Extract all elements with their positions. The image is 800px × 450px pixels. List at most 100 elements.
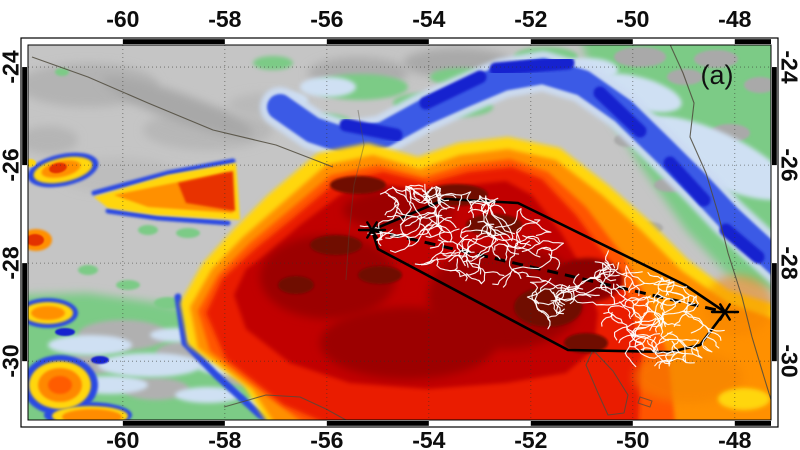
lightning-flash-trace	[652, 315, 665, 328]
lightning-flash-trace	[654, 332, 687, 367]
frame-tick-band	[734, 421, 771, 426]
frame-inner-rect	[27, 44, 772, 421]
longitude-tick-label-bottom: -54	[412, 427, 446, 450]
lightning-flash-trace	[448, 254, 467, 262]
cloud-blob	[310, 235, 362, 255]
satellite-brightness-field	[28, 45, 771, 420]
lightning-flash-trace	[407, 234, 422, 247]
lightning-flash-trace	[425, 231, 446, 239]
cloud-band	[663, 156, 711, 207]
cloud-blob	[49, 162, 67, 174]
cloud-blob	[694, 50, 738, 68]
lightning-flash-trace	[435, 215, 443, 231]
cloud-blob	[116, 280, 140, 290]
lightning-flash-trace	[682, 310, 713, 353]
longitude-tick-label-top: -54	[412, 6, 446, 32]
asterisk-marker	[719, 303, 731, 321]
border-line	[345, 109, 365, 281]
lightning-flash-trace	[479, 195, 499, 201]
lightning-flash-trace	[419, 222, 437, 233]
lightning-flash-trace	[461, 239, 471, 253]
lightning-flash-trace	[654, 316, 660, 333]
graticule-grid	[28, 45, 771, 420]
lightning-flash-trace	[480, 223, 495, 235]
lightning-flash-trace	[640, 346, 703, 359]
lightning-flash-trace	[406, 186, 431, 204]
country-borders-coastline	[31, 45, 771, 420]
lightning-flash-trace	[540, 277, 552, 292]
lightning-flash-trace	[454, 249, 475, 254]
lightning-flash-trace	[603, 311, 659, 352]
lightning-flash-trace	[492, 229, 511, 239]
cloud-blob	[320, 307, 496, 379]
cloud-blob	[614, 47, 666, 67]
lightning-flash-trace	[682, 341, 699, 352]
frame-tick-band	[772, 263, 777, 362]
lightning-flash-trace	[666, 284, 688, 288]
latitude-tick-label-left: -26	[0, 148, 24, 182]
lightning-flash-trace	[469, 200, 490, 207]
frame-tick-band	[22, 67, 27, 166]
longitude-tick-label-bottom: -48	[718, 427, 752, 450]
storm-track-line	[371, 228, 726, 314]
cloud-blob	[62, 409, 122, 420]
border-line	[637, 396, 653, 408]
lightning-flash-trace	[490, 244, 501, 260]
cloud-blob	[31, 306, 65, 320]
cloud-blob	[28, 159, 36, 167]
lightning-flash-trace	[677, 339, 700, 342]
longitude-tick-label-top: -50	[616, 6, 650, 32]
longitude-tick-label-bottom: -60	[106, 427, 140, 450]
lightning-flash-trace	[601, 262, 634, 290]
lightning-flash-trace	[419, 222, 432, 237]
cloud-blob	[78, 265, 98, 275]
cloud-blob	[564, 333, 608, 353]
latitude-tick-label-right: -30	[776, 344, 800, 378]
lightning-flash-trace	[490, 204, 506, 214]
latitude-tick-label-right: -24	[776, 50, 800, 84]
lightning-flash-trace	[665, 281, 675, 296]
lightning-flash-trace	[554, 298, 561, 314]
cloud-blob	[358, 266, 402, 284]
longitude-tick-label-bottom: -56	[310, 427, 344, 450]
lightning-flash-trace	[707, 328, 722, 341]
lightning-flash-trace	[541, 246, 553, 258]
cloud-blob	[260, 235, 396, 319]
cloud-band	[719, 223, 765, 264]
lightning-flash-trace	[522, 235, 541, 245]
lightning-flash-trace	[610, 288, 616, 305]
cloud-blob	[253, 56, 293, 70]
flash-convex-hull-outline	[370, 197, 727, 354]
asterisk-marker	[366, 221, 378, 239]
longitude-tick-label-bottom: -50	[616, 427, 650, 450]
lightning-flash-trace	[662, 319, 681, 326]
longitude-tick-label-bottom: -52	[514, 427, 548, 450]
lightning-flash-trace	[378, 216, 422, 237]
lightning-flash-trace	[480, 195, 516, 235]
lightning-flash-trace	[419, 212, 438, 221]
lightning-flash-trace	[438, 191, 486, 210]
cloud-blob	[138, 225, 158, 235]
lightning-flash-trace	[505, 244, 510, 261]
lightning-flash-trace	[529, 280, 584, 300]
lightning-flash-trace	[630, 295, 690, 318]
longitude-tick-label-top: -58	[208, 6, 242, 32]
lightning-flash-trace	[486, 231, 507, 237]
flash-convex-hull	[370, 197, 727, 354]
longitude-tick-label-top: -52	[514, 6, 548, 32]
lightning-flash-trace	[508, 235, 541, 279]
cloud-blob	[330, 176, 386, 194]
lightning-flash-trace	[600, 314, 614, 327]
lightning-flash-trace	[429, 240, 449, 249]
lightning-flash-trace	[607, 305, 624, 313]
lightning-flash-trace	[502, 272, 512, 288]
lightning-flash-trace	[384, 191, 400, 204]
lightning-flash-trace	[471, 246, 488, 259]
lightning-flash-trace	[625, 265, 670, 296]
lightning-flash-trace	[622, 304, 631, 320]
lightning-flash-trace	[551, 292, 566, 306]
lightning-flash-trace	[494, 219, 541, 251]
cloud-band	[419, 70, 487, 110]
